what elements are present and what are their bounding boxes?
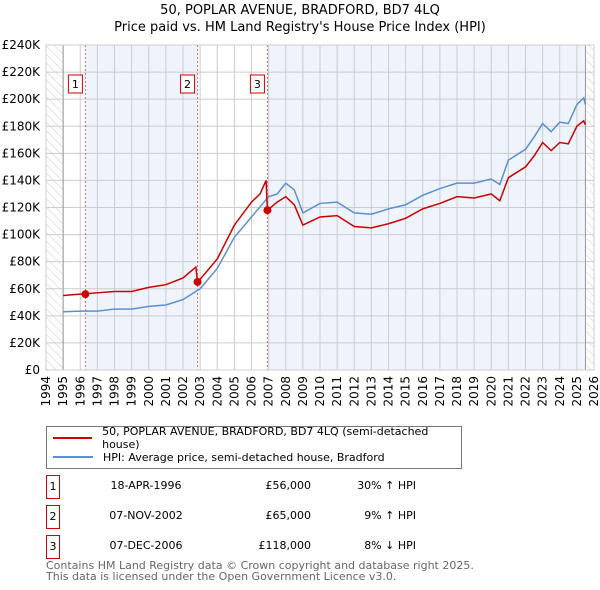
sale-label: 2 [184, 78, 191, 91]
x-tick-label: 2000 [142, 376, 156, 407]
x-tick-label: 2005 [227, 376, 241, 407]
y-tick-label: £220K [2, 65, 42, 79]
series-line [63, 119, 587, 297]
transaction-date: 07-DEC-2006 [109, 539, 183, 552]
y-tick-label: £240K [2, 38, 42, 52]
y-tick-label: £60K [9, 282, 41, 296]
y-tick-label: £80K [9, 255, 41, 269]
x-tick-label: 2004 [210, 376, 224, 407]
x-tick-label: 2007 [262, 376, 276, 407]
x-tick-label: 2026 [587, 376, 600, 407]
y-tick-label: £120K [2, 201, 42, 215]
x-tick-label: 2014 [382, 376, 396, 407]
sale-point [263, 206, 272, 215]
sale-point [193, 277, 202, 286]
sale-label-box [67, 74, 83, 94]
transaction-row: 1 18-APR-1996 £56,000 30% ↑ HPI [46, 475, 416, 499]
series-line [63, 96, 587, 313]
x-tick-label: 1995 [56, 376, 70, 407]
x-tick-label: 2018 [450, 376, 464, 407]
x-tick-label: 2013 [364, 376, 378, 407]
transaction-date: 07-NOV-2002 [109, 509, 183, 522]
sale-label-box [180, 74, 196, 94]
footer-line: This data is licensed under the Open Gov… [46, 570, 397, 583]
price-chart: 1994 1995 1996 1997 1998 1999 2000 2001 2002 2003… [2, 38, 600, 407]
y-tick-label: £200K [2, 92, 42, 106]
x-tick-label: 1998 [108, 376, 122, 407]
transaction-row: 2 07-NOV-2002 £65,000 9% ↑ HPI [46, 505, 416, 529]
transaction-number: 3 [46, 535, 60, 559]
x-tick-label: 2020 [484, 376, 498, 407]
y-tick-label: £0 [25, 363, 40, 377]
footer-line: Contains HM Land Registry data © Crown c… [46, 559, 474, 572]
y-tick-label: £100K [2, 228, 42, 242]
y-tick-label: £140K [2, 173, 42, 187]
y-tick-label: £40K [9, 309, 41, 323]
x-tick-label: 2006 [245, 376, 259, 407]
transaction-number: 1 [46, 475, 60, 499]
x-tick-label: 2001 [159, 376, 173, 407]
x-tick-label: 1994 [39, 376, 53, 407]
legend-swatch-red [53, 437, 93, 439]
transaction-price: £65,000 [265, 509, 312, 522]
transaction-date: 18-APR-1996 [110, 479, 182, 492]
x-tick-label: 2010 [313, 376, 327, 407]
chart-subtitle: Price paid vs. HM Land Registry's House … [114, 20, 486, 35]
x-tick-label: 1997 [90, 376, 104, 407]
transaction-number: 2 [46, 505, 60, 529]
transaction-hpi-diff: 9% ↑ HPI [364, 509, 416, 522]
x-tick-label: 2022 [519, 376, 533, 407]
y-tick-label: £20K [9, 336, 41, 350]
x-tick-label: 2023 [536, 376, 550, 407]
x-tick-label: 2009 [296, 376, 310, 407]
footer: Contains HM Land Registry data © Crown c… [46, 560, 474, 582]
legend-item-hpi: HPI: Average price, semi-detached house,… [53, 449, 385, 465]
x-tick-label: 1996 [73, 376, 87, 407]
x-tick-label: 2002 [176, 376, 190, 407]
x-tick-label: 2025 [570, 376, 584, 407]
x-tick-label: 2012 [347, 376, 361, 407]
x-tick-label: 2008 [279, 376, 293, 407]
sale-label: 1 [72, 78, 79, 91]
y-tick-label: £160K [2, 146, 42, 160]
x-tick-label: 2024 [553, 376, 567, 407]
x-tick-label: 2011 [330, 376, 344, 407]
transaction-hpi-diff: 8% ↓ HPI [364, 539, 416, 552]
legend-label: 50, POPLAR AVENUE, BRADFORD, BD7 4LQ (se… [102, 425, 429, 451]
legend: 50, POPLAR AVENUE, BRADFORD, BD7 4LQ (se… [46, 425, 462, 469]
x-tick-label: 2015 [399, 376, 413, 407]
x-tick-label: 2016 [416, 376, 430, 407]
x-tick-label: 2021 [501, 376, 515, 407]
legend-item-property: 50, POPLAR AVENUE, BRADFORD, BD7 4LQ (se… [53, 425, 461, 451]
sale-point [81, 290, 90, 299]
chart-title: 50, POPLAR AVENUE, BRADFORD, BD7 4LQ [160, 3, 440, 18]
x-tick-label: 2017 [433, 376, 447, 407]
sale-label: 3 [254, 78, 261, 91]
x-tick-label: 2019 [467, 376, 481, 407]
x-tick-label: 1999 [125, 376, 139, 407]
sale-label-box [249, 74, 265, 94]
legend-swatch-blue [53, 456, 93, 458]
x-tick-label: 2003 [193, 376, 207, 407]
plot-frame [45, 44, 595, 371]
legend-label: HPI: Average price, semi-detached house,… [103, 450, 385, 464]
transaction-price: £118,000 [258, 539, 312, 552]
transaction-hpi-diff: 30% ↑ HPI [357, 479, 416, 492]
transaction-row: 3 07-DEC-2006 £118,000 8% ↓ HPI [46, 535, 416, 559]
transaction-price: £56,000 [265, 479, 312, 492]
y-tick-label: £180K [2, 119, 42, 133]
